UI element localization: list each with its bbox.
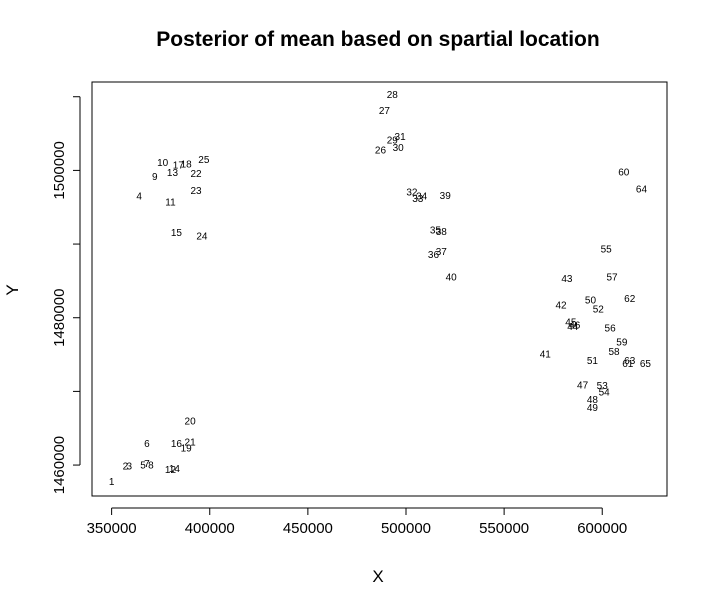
- y-tick-label: 1480000: [51, 289, 68, 347]
- x-tick-label: 350000: [87, 520, 137, 537]
- scatter-point-label: 19: [181, 444, 193, 455]
- scatter-point-label: 6: [144, 439, 150, 450]
- scatter-point-label: 34: [416, 192, 428, 203]
- scatter-point-label: 24: [196, 231, 208, 242]
- plot-frame: [91, 81, 668, 497]
- scatter-point-label: 20: [185, 416, 197, 427]
- scatter-point-label: 7: [144, 459, 150, 470]
- point-labels: 1234567891011121314151617181920212223242…: [109, 90, 652, 488]
- scatter-point-label: 14: [169, 464, 181, 475]
- scatter-point-label: 61: [622, 359, 634, 370]
- scatter-point-label: 64: [636, 184, 648, 195]
- scatter-point-label: 46: [569, 321, 581, 332]
- scatter-point-label: 63: [624, 356, 636, 367]
- x-tick-label: 600000: [577, 520, 627, 537]
- scatter-point-label: 8: [148, 461, 154, 472]
- y-axis: 1460000 1480000 1500000: [51, 96, 81, 494]
- scatter-point-label: 45: [565, 318, 577, 329]
- scatter-point-label: 15: [171, 228, 183, 239]
- scatter-point-label: 22: [190, 169, 202, 180]
- scatter-point-label: 11: [165, 198, 176, 209]
- scatter-point-label: 2: [123, 461, 129, 472]
- scatter-point-label: 65: [640, 359, 652, 370]
- scatter-point-label: 59: [616, 338, 628, 349]
- x-axis: 350000 400000 450000 500000 550000 600000: [87, 507, 627, 537]
- scatter-point-label: 10: [157, 158, 169, 169]
- y-tick-label: 1500000: [51, 141, 68, 199]
- scatter-point-label: 18: [181, 159, 193, 170]
- scatter-point-label: 37: [436, 247, 448, 258]
- scatter-point-label: 35: [430, 226, 442, 237]
- x-tick-label: 400000: [185, 520, 235, 537]
- x-tick-label: 450000: [283, 520, 333, 537]
- scatter-point-label: 33: [412, 194, 424, 205]
- scatter-point-label: 5: [140, 461, 146, 472]
- x-axis-title: X: [372, 567, 383, 586]
- scatter-point-label: 13: [167, 168, 179, 179]
- scatter-point-label: 28: [387, 90, 399, 101]
- scatter-point-label: 16: [171, 439, 183, 450]
- x-tick-label: 500000: [381, 520, 431, 537]
- scatter-point-label: 30: [393, 143, 405, 154]
- scatter-point-label: 49: [587, 403, 599, 414]
- scatter-point-label: 55: [601, 245, 613, 256]
- scatter-point-label: 9: [152, 172, 158, 183]
- scatter-point-label: 56: [605, 324, 617, 335]
- scatter-point-label: 44: [567, 322, 579, 333]
- scatter-point-label: 47: [577, 380, 589, 391]
- scatter-point-label: 58: [608, 347, 620, 358]
- scatter-point-label: 54: [599, 388, 611, 399]
- scatter-point-label: 40: [446, 273, 458, 284]
- scatter-point-label: 52: [593, 304, 605, 315]
- scatter-point-label: 50: [585, 296, 597, 307]
- scatter-point-label: 12: [165, 465, 177, 476]
- scatter-point-label: 23: [190, 186, 202, 197]
- y-axis-title: Y: [3, 284, 22, 295]
- chart-title: Posterior of mean based on spartial loca…: [156, 28, 599, 51]
- scatter-point-label: 31: [395, 132, 407, 143]
- scatter-point-label: 27: [379, 106, 391, 117]
- scatter-point-label: 57: [606, 273, 618, 284]
- scatter-point-label: 62: [624, 294, 636, 305]
- scatter-point-label: 42: [555, 301, 567, 312]
- scatter-point-label: 41: [540, 349, 552, 360]
- scatter-point-label: 29: [387, 136, 399, 147]
- x-tick-label: 550000: [479, 520, 529, 537]
- scatter-point-label: 36: [428, 250, 440, 261]
- scatter-point-label: 51: [587, 356, 599, 367]
- scatter-point-label: 48: [587, 395, 599, 406]
- scatter-point-label: 4: [136, 192, 142, 203]
- scatter-point-label: 43: [561, 274, 573, 285]
- scatter-point-label: 38: [436, 227, 448, 238]
- scatter-point-label: 21: [185, 438, 197, 449]
- scatter-point-label: 60: [618, 167, 630, 178]
- scatter-point-label: 3: [127, 461, 133, 472]
- scatter-point-label: 53: [597, 381, 609, 392]
- scatter-point-label: 32: [406, 187, 418, 198]
- scatter-point-label: 1: [109, 477, 115, 488]
- scatter-point-label: 39: [440, 191, 452, 202]
- scatter-point-label: 26: [375, 145, 387, 156]
- y-tick-label: 1460000: [51, 436, 68, 494]
- scatter-point-label: 25: [198, 155, 210, 166]
- scatter-point-label: 17: [173, 161, 185, 172]
